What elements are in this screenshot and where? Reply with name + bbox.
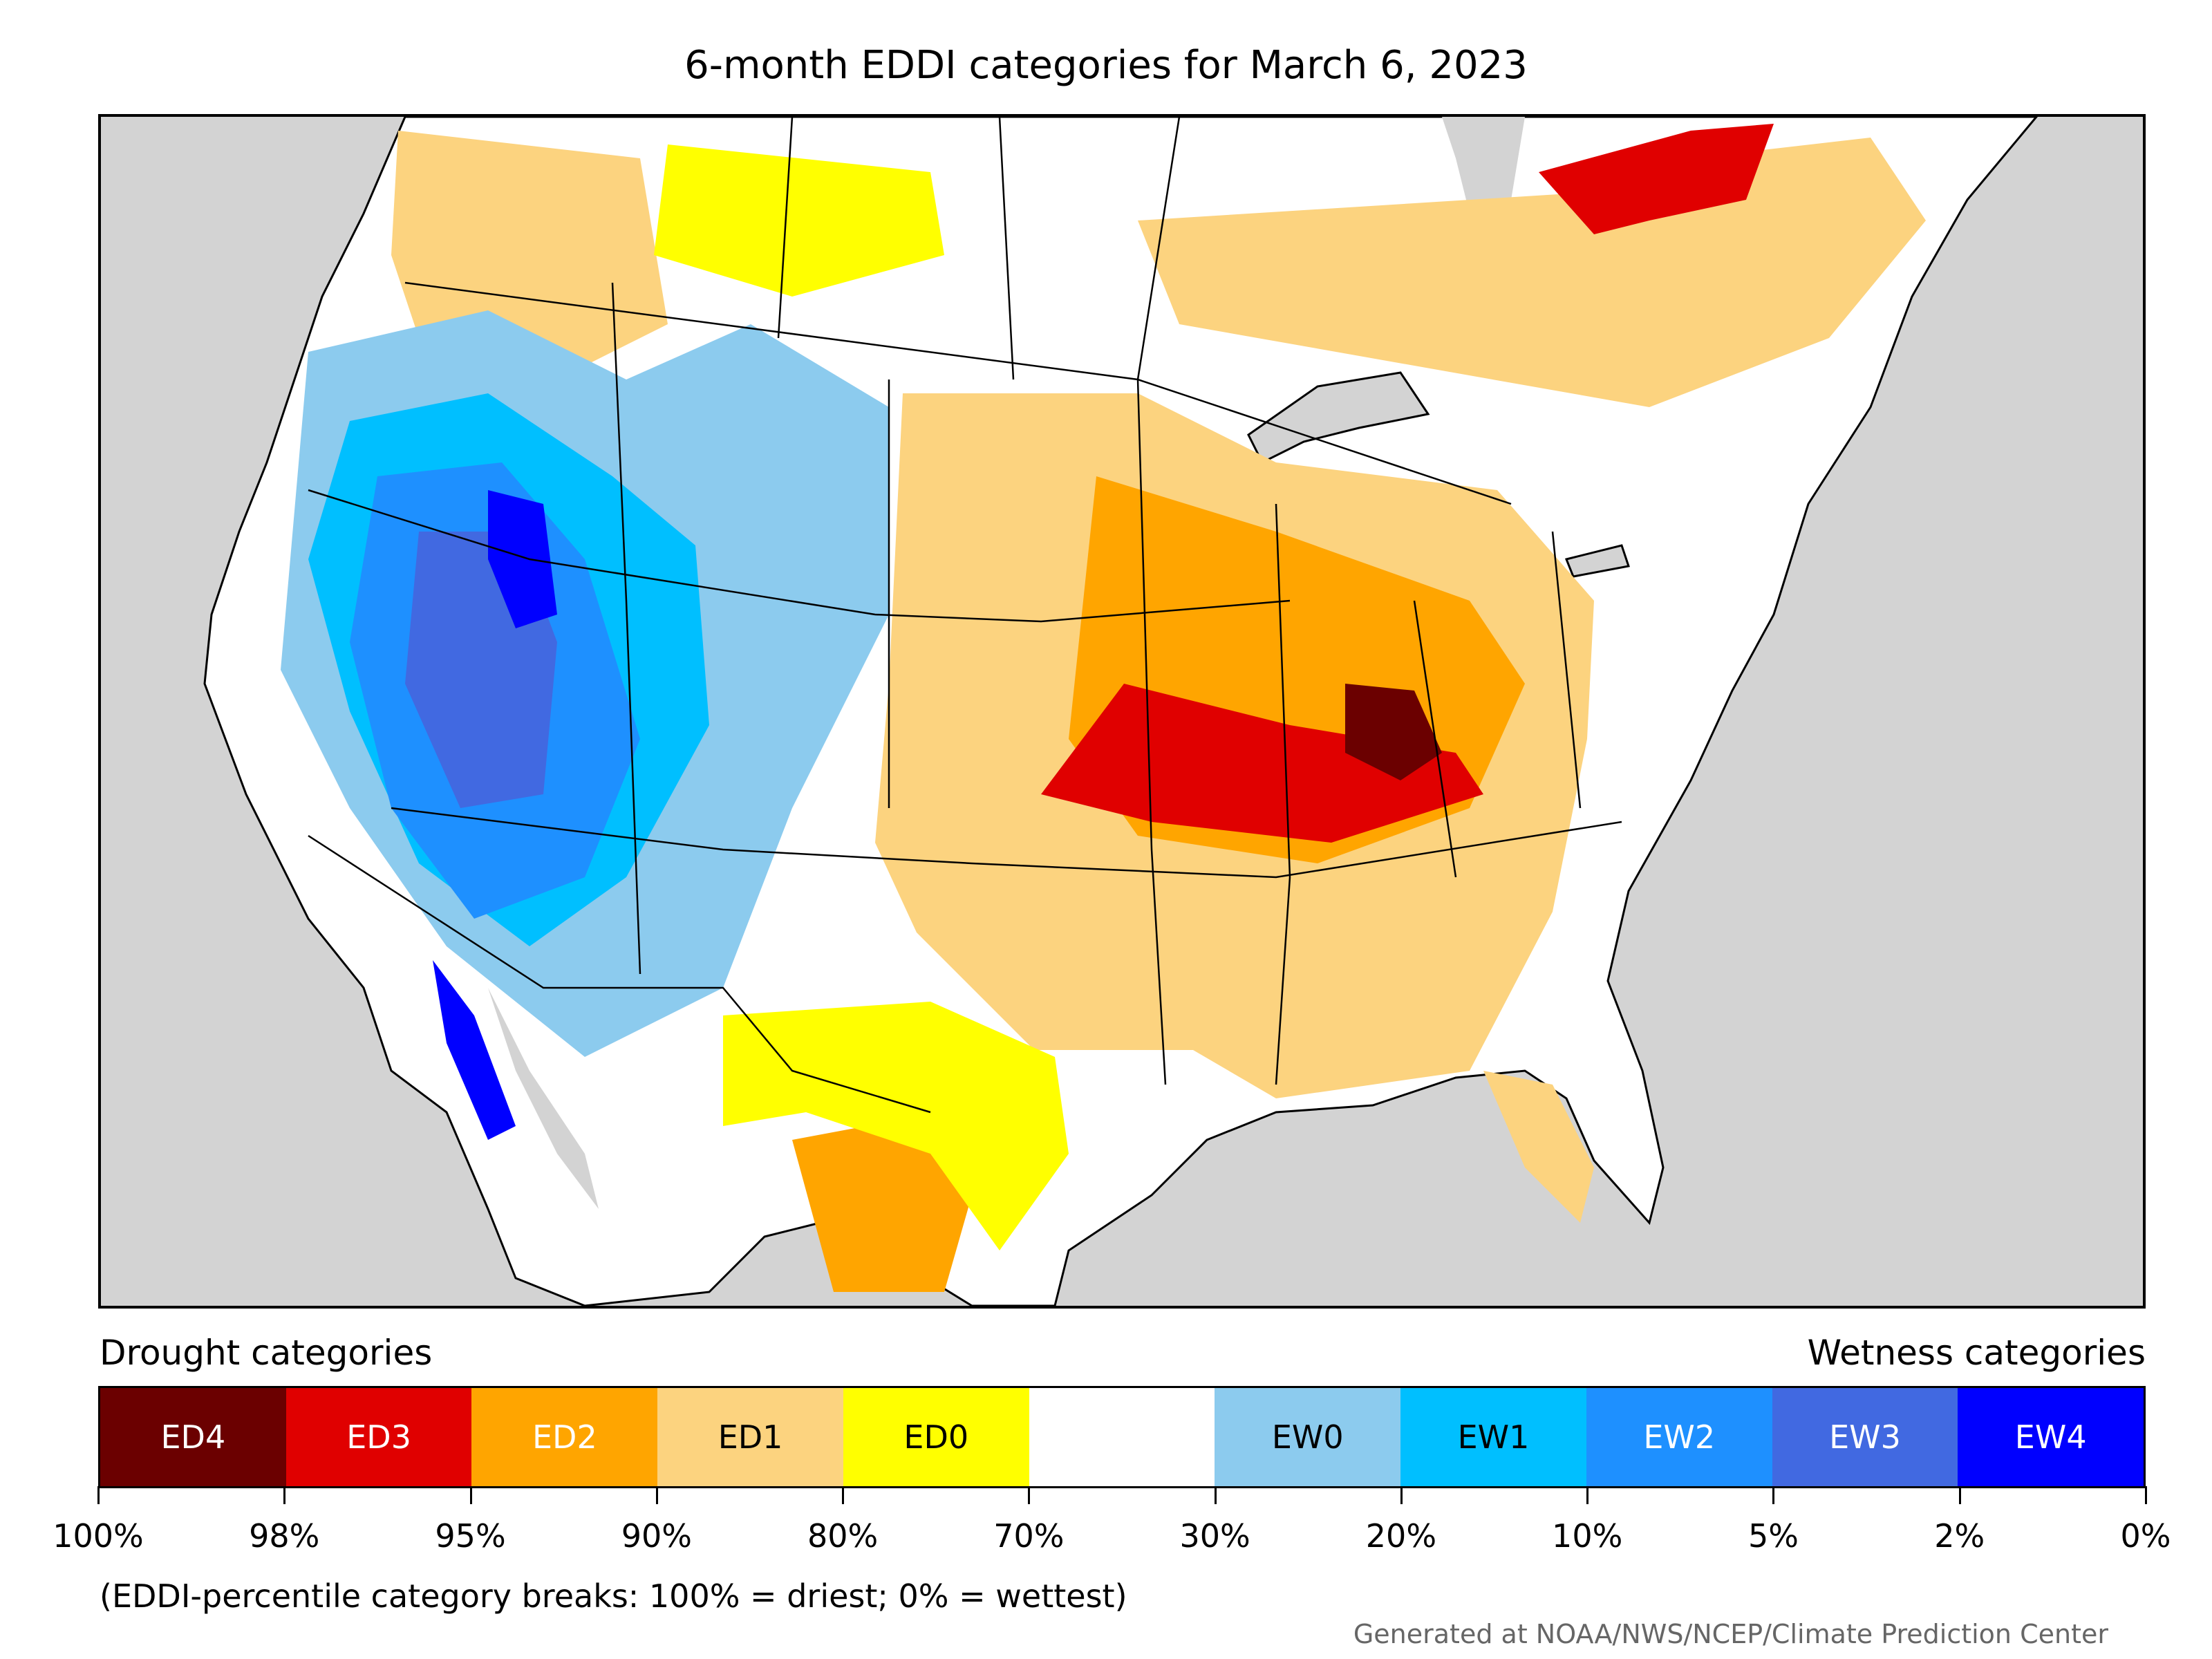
ed4-indiana — [1345, 684, 1442, 780]
lake-ontario — [1564, 544, 1630, 578]
colorbar-tick — [1400, 1486, 1403, 1504]
ew4-area — [488, 490, 557, 628]
colorbar-tick — [97, 1486, 100, 1504]
colorbar-tick — [2145, 1486, 2147, 1504]
colorbar-tick — [1586, 1486, 1589, 1504]
colorbar-tick — [1772, 1486, 1775, 1504]
colorbar-tick-label: 80% — [807, 1517, 879, 1555]
colorbar-tick — [1214, 1486, 1217, 1504]
legend-segment-ed1: ED1 — [657, 1388, 843, 1486]
colorbar-tick-label: 98% — [249, 1517, 320, 1555]
hudson-bay-edge — [1442, 117, 1525, 214]
colorbar-tick — [1958, 1486, 1961, 1504]
colorbar-tick-label: 5% — [1747, 1517, 1799, 1555]
colorbar-tick-label: 20% — [1365, 1517, 1437, 1555]
colorbar-tick-label: 2% — [1934, 1517, 1985, 1555]
ew4-baja — [433, 960, 516, 1140]
map-title: 6-month EDDI categories for March 6, 202… — [684, 43, 1528, 88]
legend-segment-ew3: EW3 — [1772, 1388, 1958, 1486]
legend-segment-ed3: ED3 — [285, 1388, 472, 1486]
colorbar-tick — [842, 1486, 845, 1504]
colorbar-tick-label: 30% — [1179, 1517, 1250, 1555]
legend-segment-ed2: ED2 — [471, 1388, 658, 1486]
colorbar-tick-label: 90% — [621, 1517, 692, 1555]
ed0-texas — [723, 1002, 1069, 1250]
colorbar-tick — [1028, 1486, 1031, 1504]
drought-areas — [391, 124, 1926, 1292]
legend-segment-ew4: EW4 — [1958, 1388, 2144, 1486]
drought-categories-heading: Drought categories — [100, 1333, 433, 1373]
ed0-north — [654, 144, 944, 297]
legend-segment-ed4: ED4 — [100, 1388, 286, 1486]
legend-segment-ew1: EW1 — [1400, 1388, 1586, 1486]
legend-segment-ed0: ED0 — [843, 1388, 1029, 1486]
colorbar-tick-label: 100% — [53, 1517, 144, 1555]
wetness-areas — [281, 310, 889, 1140]
ed1-florida — [1483, 1071, 1594, 1223]
colorbar-tick-label: 95% — [435, 1517, 506, 1555]
ed0-pacific-nw — [391, 131, 668, 366]
eddi-map — [98, 114, 2146, 1309]
gulf-of-california — [488, 988, 599, 1209]
colorbar-tick-label: 0% — [2120, 1517, 2171, 1555]
legend-segment-ew2: EW2 — [1586, 1388, 1772, 1486]
colorbar-ticks — [97, 1486, 2147, 1507]
credit-line: Generated at NOAA/NWS/NCEP/Climate Predi… — [1353, 1619, 2108, 1649]
colorbar-tick-label: 70% — [993, 1517, 1065, 1555]
wetness-categories-heading: Wetness categories — [1807, 1333, 2146, 1373]
legend-segment-ew0: EW0 — [1215, 1388, 1401, 1486]
colorbar-tick — [655, 1486, 658, 1504]
legend-segment-normal — [1029, 1388, 1215, 1486]
colorbar-tick — [283, 1486, 286, 1504]
category-breaks-note: (EDDI-percentile category breaks: 100% =… — [100, 1577, 1127, 1615]
category-colorbar: ED4 ED3 ED2 ED1 ED0 EW0 EW1 EW2 EW3 EW4 — [98, 1386, 2146, 1488]
ed3-quebec — [1539, 124, 1774, 234]
ed2-texas — [792, 1119, 972, 1292]
ed3-midwest — [1041, 684, 1483, 843]
ed1-canada — [1138, 138, 1926, 407]
boundaries — [308, 117, 1622, 1114]
colorbar-tick-label: 10% — [1552, 1517, 1623, 1555]
colorbar-tick — [469, 1486, 472, 1504]
